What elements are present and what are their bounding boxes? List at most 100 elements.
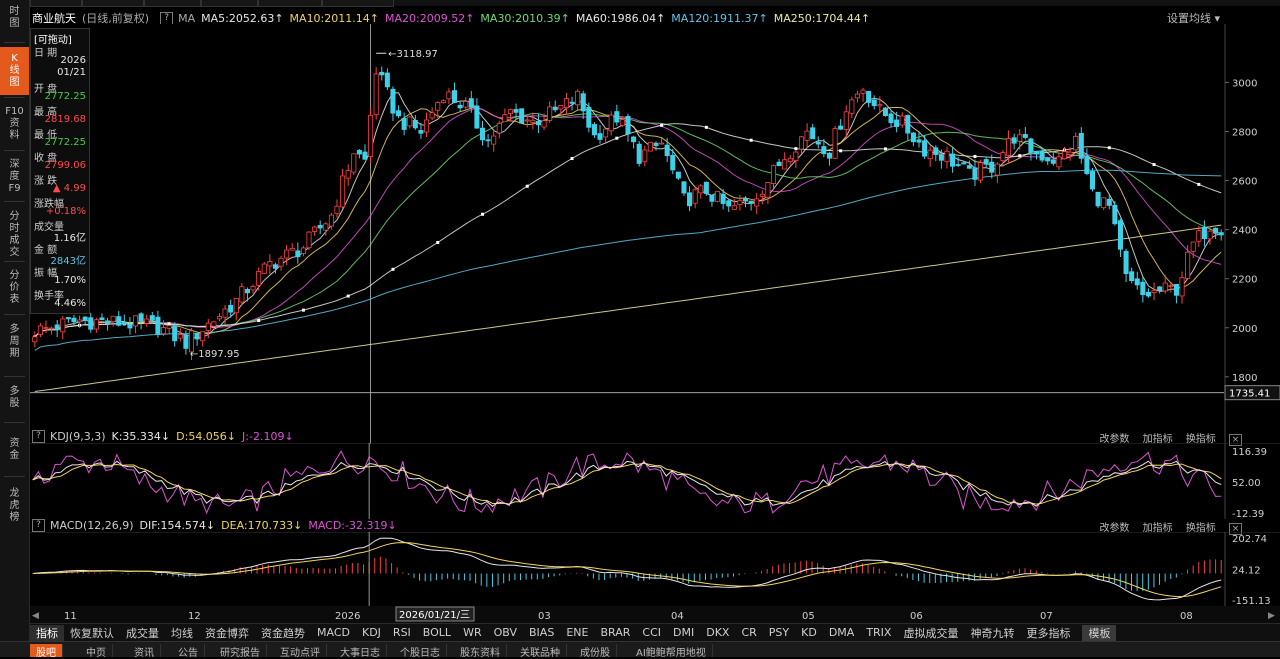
bottom-tab-1[interactable]: 中页: [80, 644, 113, 659]
ma60-marker: [749, 138, 753, 142]
close-icon[interactable]: ×: [1229, 523, 1242, 535]
adjust-mode[interactable]: (日线,前复权): [82, 12, 150, 25]
candle-up: [1017, 134, 1023, 142]
indicator-tab-25[interactable]: 更多指标: [1026, 626, 1071, 640]
kdj-header: ? KDJ(9,3,3) K:35.334↓ D:54.056↓ J:-2.10…: [32, 429, 294, 443]
indicator-tab-10[interactable]: WR: [463, 626, 482, 639]
kdj-help-icon[interactable]: ?: [32, 429, 45, 443]
candle-up: [692, 189, 698, 204]
indicator-tab-13[interactable]: ENE: [566, 626, 589, 639]
bottom-tab-3[interactable]: 公告: [172, 644, 205, 659]
kdj-add-indicator-button[interactable]: 加指标: [1142, 434, 1173, 445]
candle-down: [379, 71, 385, 76]
bottom-tab-7[interactable]: 个股日志: [394, 644, 447, 659]
sidebar-divider: [4, 42, 25, 43]
data-info-panel[interactable]: [可拖动] 日 期 2026 01/21 开 盘 2772.25 最 高 2819.68 最 …: [30, 28, 90, 314]
sidebar-item-5[interactable]: 分价表: [0, 264, 29, 312]
bottom-tab-0[interactable]: 股吧: [30, 644, 63, 659]
help-icon[interactable]: ?: [160, 11, 174, 25]
kdj-switch-indicator-button[interactable]: 换指标: [1185, 434, 1216, 445]
indicator-tab-11[interactable]: OBV: [493, 626, 518, 639]
sidebar-item-4[interactable]: 分时成交: [0, 205, 29, 259]
candle-down: [1201, 227, 1207, 239]
indicator-tab-8[interactable]: RSI: [392, 626, 411, 639]
bottom-tab-11[interactable]: AI鲍鲍帮用地视: [630, 644, 713, 659]
candle-down: [742, 198, 749, 202]
sidebar-item-0[interactable]: 时图: [0, 0, 29, 40]
indicator-tab-7[interactable]: KDJ: [361, 626, 381, 639]
indicator-tab-21[interactable]: DMA: [828, 626, 855, 639]
candle-up: [1151, 289, 1157, 294]
top-tab[interactable]: [82, 0, 144, 7]
top-tab[interactable]: [258, 0, 322, 7]
indicator-tab-4[interactable]: 资金博弈: [205, 626, 249, 640]
kdj-chart[interactable]: 116.39 52.00 -12.39: [30, 443, 1280, 519]
indicator-tab-0[interactable]: 指标: [30, 624, 64, 641]
indicator-tab-16[interactable]: DMI: [673, 626, 695, 639]
top-tab[interactable]: [201, 0, 258, 7]
sidebar-item-label: 线: [9, 65, 20, 76]
indicator-tab-15[interactable]: CCI: [642, 626, 661, 639]
bottom-tab-6[interactable]: 大事日志: [334, 644, 387, 659]
info-panel-title[interactable]: [可拖动]: [34, 35, 72, 46]
stock-name[interactable]: 商业航天: [32, 12, 76, 25]
candlestick-chart[interactable]: 3000 2800 2600 2400 2200 2000 1800 1735.41 ←3118…: [30, 24, 1280, 444]
indicator-tab-14[interactable]: BRAR: [600, 626, 631, 639]
sidebar-item-label: 交: [9, 247, 20, 258]
info-label: 换手率: [34, 291, 64, 302]
macd-edit-params-button[interactable]: 改参数: [1099, 523, 1130, 534]
set-ma-button[interactable]: 设置均线 ▾: [1166, 12, 1220, 25]
top-tab[interactable]: [144, 0, 201, 7]
bottom-tab-8[interactable]: 股东资料: [454, 644, 507, 659]
indicator-tab-17[interactable]: DKX: [706, 626, 730, 639]
top-tab[interactable]: [322, 0, 394, 7]
candle-up: [1056, 156, 1062, 168]
sidebar-item-7[interactable]: 多股: [0, 380, 29, 420]
indicator-tab-23[interactable]: 虚拟成交量: [903, 626, 959, 640]
macd-add-indicator-button[interactable]: 加指标: [1142, 523, 1173, 534]
indicator-tab-1[interactable]: 恢复默认: [70, 626, 114, 640]
indicator-tab-20[interactable]: KD: [801, 626, 817, 639]
ma60-marker: [257, 319, 261, 323]
info-value: 2026: [60, 55, 86, 66]
indicator-tab-24[interactable]: 神奇九转: [970, 626, 1015, 640]
candle-up: [854, 93, 860, 99]
ma60-marker: [1107, 146, 1111, 150]
candle-up: [446, 91, 452, 100]
macd-switch-indicator-button[interactable]: 换指标: [1185, 523, 1216, 534]
indicator-tab-22[interactable]: TRIX: [866, 626, 892, 639]
indicator-tab-12[interactable]: BIAS: [529, 626, 555, 639]
sidebar-item-8[interactable]: 资金: [0, 432, 29, 474]
bottom-tab-5[interactable]: 互动点评: [274, 644, 327, 659]
candle-down: [1157, 286, 1163, 292]
indicator-tab-5[interactable]: 资金趋势: [261, 626, 305, 640]
bottom-tab-4[interactable]: 研究报告: [214, 644, 267, 659]
indicator-tab-2[interactable]: 成交量: [126, 626, 159, 640]
indicator-tab-19[interactable]: PSY: [768, 626, 790, 639]
sidebar-item-9[interactable]: 龙虎榜: [0, 482, 29, 528]
indicator-tab-9[interactable]: BOLL: [422, 626, 452, 639]
sidebar-item-3[interactable]: 深度 F9: [0, 153, 29, 199]
sidebar-item-2[interactable]: F10 资料: [0, 100, 29, 148]
macd-help-icon[interactable]: ?: [32, 518, 45, 532]
macd-chart[interactable]: 202.74 24.12 -151.13: [30, 532, 1280, 606]
candle-up: [166, 325, 172, 329]
sidebar-item-6[interactable]: 多周期: [0, 318, 29, 374]
bottom-tab-9[interactable]: 关联品种: [514, 644, 567, 659]
scroll-right-icon[interactable]: ▶: [1268, 611, 1275, 621]
close-icon[interactable]: ×: [1229, 434, 1242, 446]
crosshair-date: 2026/01/21/三: [399, 610, 470, 621]
sidebar-item-label: 度: [9, 171, 20, 182]
indicator-tab-26[interactable]: 模板: [1082, 624, 1117, 641]
bottom-tab-10[interactable]: 成份股: [574, 644, 617, 659]
top-tab[interactable]: [30, 0, 82, 7]
candle-down: [983, 159, 989, 165]
ma60-marker: [480, 212, 484, 216]
indicator-tab-6[interactable]: MACD: [317, 626, 350, 639]
kdj-edit-params-button[interactable]: 改参数: [1099, 434, 1130, 445]
indicator-tab-3[interactable]: 均线: [171, 626, 193, 640]
indicator-tab-18[interactable]: CR: [741, 626, 757, 639]
bottom-tab-2[interactable]: 资讯: [128, 644, 161, 659]
scroll-left-icon[interactable]: ◀: [32, 611, 39, 621]
